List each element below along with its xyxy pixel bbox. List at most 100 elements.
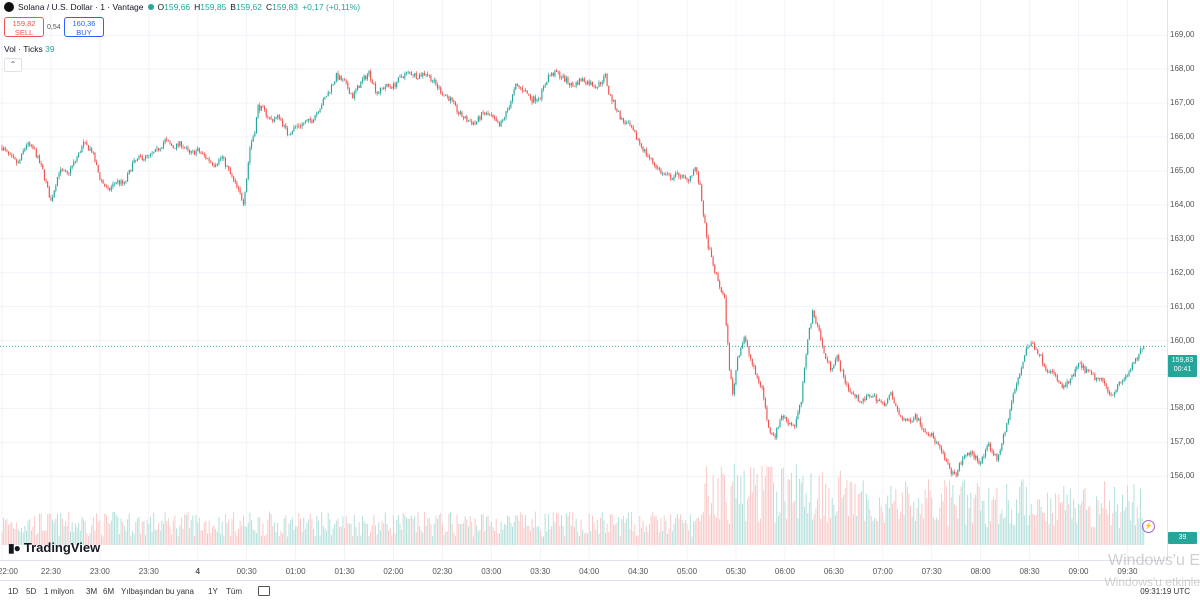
candle-body <box>184 147 186 149</box>
volume-bar <box>526 525 528 545</box>
candle-body <box>458 112 460 115</box>
candle-body <box>92 152 94 154</box>
candle-body <box>699 182 701 185</box>
volume-bar <box>220 533 222 545</box>
candle-body <box>704 215 706 224</box>
volume-bar <box>112 511 114 545</box>
candle-body <box>446 95 448 97</box>
candle-body <box>234 180 236 183</box>
price-axis[interactable]: 156,00157,00158,00159,00160,00161,00162,… <box>1167 0 1200 560</box>
volume-bar <box>836 511 838 545</box>
candle-body <box>503 117 505 120</box>
volume-bar <box>776 491 778 545</box>
candle-body <box>998 455 1000 461</box>
utc-clock[interactable]: 09:31:19 UTC <box>1140 587 1190 596</box>
volume-bar <box>735 497 737 545</box>
time-tick-label: 05:30 <box>725 567 746 576</box>
volume-bar <box>205 520 207 545</box>
tradingview-logo[interactable]: ▮● TradingView <box>8 540 100 555</box>
candle-body <box>665 174 667 176</box>
volume-bar <box>73 531 75 545</box>
volume-bar <box>869 509 871 545</box>
candle-body <box>427 73 429 76</box>
candle-body <box>588 81 590 85</box>
volume-bar <box>725 502 727 545</box>
candle-body <box>304 121 306 124</box>
volume-bar <box>306 522 308 545</box>
candle-body <box>202 153 204 154</box>
candle-body <box>405 72 408 74</box>
volume-bar <box>1105 508 1107 545</box>
candle-body <box>978 460 980 465</box>
sell-label: SELL <box>14 28 34 37</box>
candle-body <box>898 409 900 415</box>
volume-bar <box>843 494 845 545</box>
date-range-icon[interactable] <box>258 586 270 596</box>
volume-bar <box>826 522 828 545</box>
candle-body <box>356 85 359 90</box>
volume-bar <box>756 473 758 545</box>
candle-body <box>401 75 403 77</box>
candle-body <box>893 398 895 404</box>
volume-bar <box>658 532 660 545</box>
candle-body <box>138 155 140 159</box>
candle-body <box>162 142 165 148</box>
volume-bar <box>50 513 52 545</box>
volume-bar <box>11 522 13 545</box>
candle-body <box>825 353 827 359</box>
price-chart[interactable] <box>0 0 1167 560</box>
symbol-title[interactable]: Solana / U.S. Dollar · 1 · Vantage <box>18 2 144 12</box>
candle-body <box>539 98 541 100</box>
candle-body <box>60 169 62 174</box>
candle-body <box>807 339 809 355</box>
volume-bar <box>862 480 864 545</box>
range-1m[interactable]: 1 milyon <box>44 587 74 596</box>
candle-body <box>105 186 107 188</box>
chart-area[interactable] <box>0 0 1167 560</box>
candle-body <box>598 82 600 88</box>
volume-bar <box>1086 509 1088 545</box>
buy-label: BUY <box>76 28 92 37</box>
range-3m[interactable]: 3M <box>86 587 98 596</box>
range-all[interactable]: Tüm <box>226 587 242 596</box>
volume-bar <box>461 524 463 545</box>
range-1d[interactable]: 1D <box>8 587 19 596</box>
range-1y[interactable]: 1Y <box>208 587 218 596</box>
volume-bar <box>397 514 399 545</box>
candle-body <box>813 310 815 317</box>
candle-body <box>397 77 399 83</box>
volume-bar <box>8 524 10 545</box>
volume-bar <box>348 523 350 545</box>
volume-bar <box>433 523 435 545</box>
volume-bar <box>989 521 991 545</box>
range-ytd[interactable]: Yılbaşından bu yana <box>121 587 194 596</box>
volume-tag: 39 <box>1168 532 1197 544</box>
close-label: C <box>265 2 273 12</box>
volume-bar <box>270 514 272 545</box>
volume-bar <box>1019 486 1021 545</box>
candle-body <box>973 452 975 459</box>
volume-bar <box>660 518 662 545</box>
volume-bar <box>249 512 251 545</box>
flash-icon[interactable]: ⚡ <box>1142 520 1155 533</box>
collapse-legend-button[interactable]: ⌃ <box>4 58 22 72</box>
price-tick-label: 163,00 <box>1170 233 1195 243</box>
buy-button[interactable]: 160,36 BUY <box>64 17 104 37</box>
time-tick-label: 23:30 <box>138 567 159 576</box>
volume-bar <box>960 486 962 545</box>
candle-body <box>314 115 316 120</box>
range-5d[interactable]: 5D <box>26 587 37 596</box>
sell-button[interactable]: 159,82 SELL <box>4 17 44 37</box>
volume-legend[interactable]: Vol · Ticks 39 <box>4 44 55 54</box>
candle-body <box>432 81 434 83</box>
volume-bar <box>777 515 779 545</box>
range-6m[interactable]: 6M <box>103 587 115 596</box>
time-axis[interactable]: 22:00 22:30 23:00 23:30 4 00:30 01:00 01:30 02:0… <box>0 560 1167 581</box>
candle-body <box>291 131 293 134</box>
volume-bar <box>1100 503 1102 545</box>
candle-body <box>1082 365 1084 368</box>
volume-bar <box>663 515 665 545</box>
candle-body <box>392 83 395 89</box>
candle-body <box>908 419 910 421</box>
volume-bar <box>1027 524 1029 545</box>
